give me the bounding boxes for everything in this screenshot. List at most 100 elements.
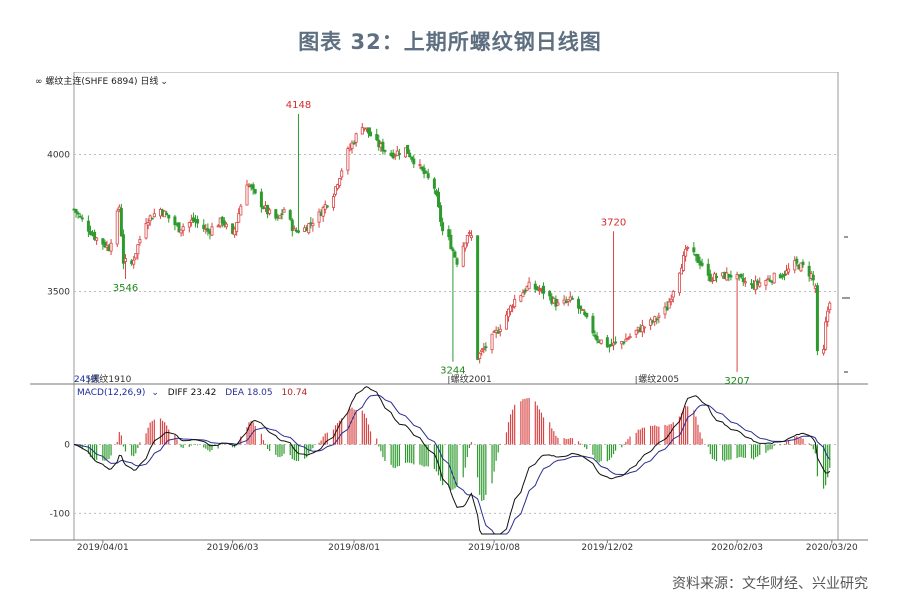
candle-up [509,305,513,313]
candle-down [548,290,552,297]
candle-down [103,241,107,248]
high-annotation: 4148 [286,100,311,111]
candle-up [360,127,364,135]
candle-down [274,209,278,219]
candle-down [533,283,537,290]
candle-down [220,216,224,224]
candle-down [577,298,581,309]
candle-down [692,247,696,253]
candle-up [772,272,776,284]
candle-up [513,298,517,307]
candle-up [348,147,352,151]
candle-up [189,219,193,223]
candle-up [346,148,350,171]
candle-up [95,237,99,241]
candle-down [78,215,82,218]
candle-down [352,142,356,145]
macd-indicator-name[interactable]: MACD(12,26,9) ⌄ [77,388,159,398]
candle-up [224,223,228,228]
candle-down [708,273,712,282]
candle-up [511,306,515,309]
macd-tick-label: -100 [50,509,71,519]
date-tick-label: 2019/10/08 [468,543,520,550]
candle-down [476,235,480,360]
candle-up [237,213,241,223]
candle-up [490,333,494,351]
candle-up [826,310,830,322]
candle-up [134,253,138,259]
candle-down [795,258,799,264]
candle-down [585,312,589,318]
candle-up [478,353,482,360]
price-tick-label: 3500 [47,288,70,298]
candle-up [793,260,797,271]
candle-down [729,275,733,278]
candle-up [187,222,191,228]
candle-up [527,281,531,290]
candle-down [607,345,611,348]
candle-up [764,280,768,286]
candle-up [278,215,282,219]
candle-up [677,272,681,294]
period-selector[interactable]: 日线 ⌄ [140,77,168,87]
date-tick-label: 2019/04/01 [77,543,129,550]
candle-down [150,217,154,220]
candle-down [383,149,387,152]
macd-hist-value: 10.74 [281,388,308,398]
candle-down [614,341,618,344]
candle-up [671,290,675,298]
candle-up [640,325,644,333]
candle-up [581,309,585,311]
candle-up [507,308,511,318]
candle-down [397,153,401,155]
candle-up [152,213,156,218]
candle-down [595,335,599,341]
candle-up [684,248,688,257]
candle-down [375,134,379,141]
candle-up [235,222,239,232]
candle-down [801,261,805,266]
candle-up [132,259,136,265]
days-label: 245天 [74,375,101,385]
candle-down [206,228,210,232]
candle-up [657,315,661,318]
candle-down [447,229,451,238]
dual-circle-icon: ∞ [35,77,43,87]
candle-down [121,234,125,264]
candle-down [191,217,195,222]
candle-up [311,223,315,227]
candle-up [686,247,690,249]
candle-up [210,226,214,236]
candle-up [138,239,142,244]
candle-down [453,251,457,258]
candle-up [146,222,150,226]
candle-down [811,274,815,281]
candle-up [216,225,220,228]
candle-up [331,196,335,208]
candle-down [535,286,539,291]
candle-up [461,245,465,267]
candle-down [807,265,811,277]
candle-up [418,164,422,166]
candle-down [622,341,626,344]
candle-up [743,281,747,284]
candle-down [542,285,546,294]
candle-up [667,301,671,309]
date-tick-label: 2020/02/03 [711,543,763,550]
candle-up [334,186,338,195]
candle-down [439,205,443,222]
candle-up [822,349,826,354]
candle-down [93,231,97,240]
candle-down [80,217,84,220]
candle-up [628,335,632,339]
candle-down [222,220,226,226]
candle-down [591,315,595,334]
date-tick-label: 2019/12/02 [581,543,633,550]
candle-up [144,222,148,239]
candle-down [700,262,704,266]
macd-legend: MACD(12,26,9) ⌄ DIFF 23.42 DEA 18.05 10.7… [77,388,313,398]
candle-up [465,235,469,244]
candle-up [350,142,354,149]
candle-down [441,222,445,232]
candle-up [105,244,109,248]
